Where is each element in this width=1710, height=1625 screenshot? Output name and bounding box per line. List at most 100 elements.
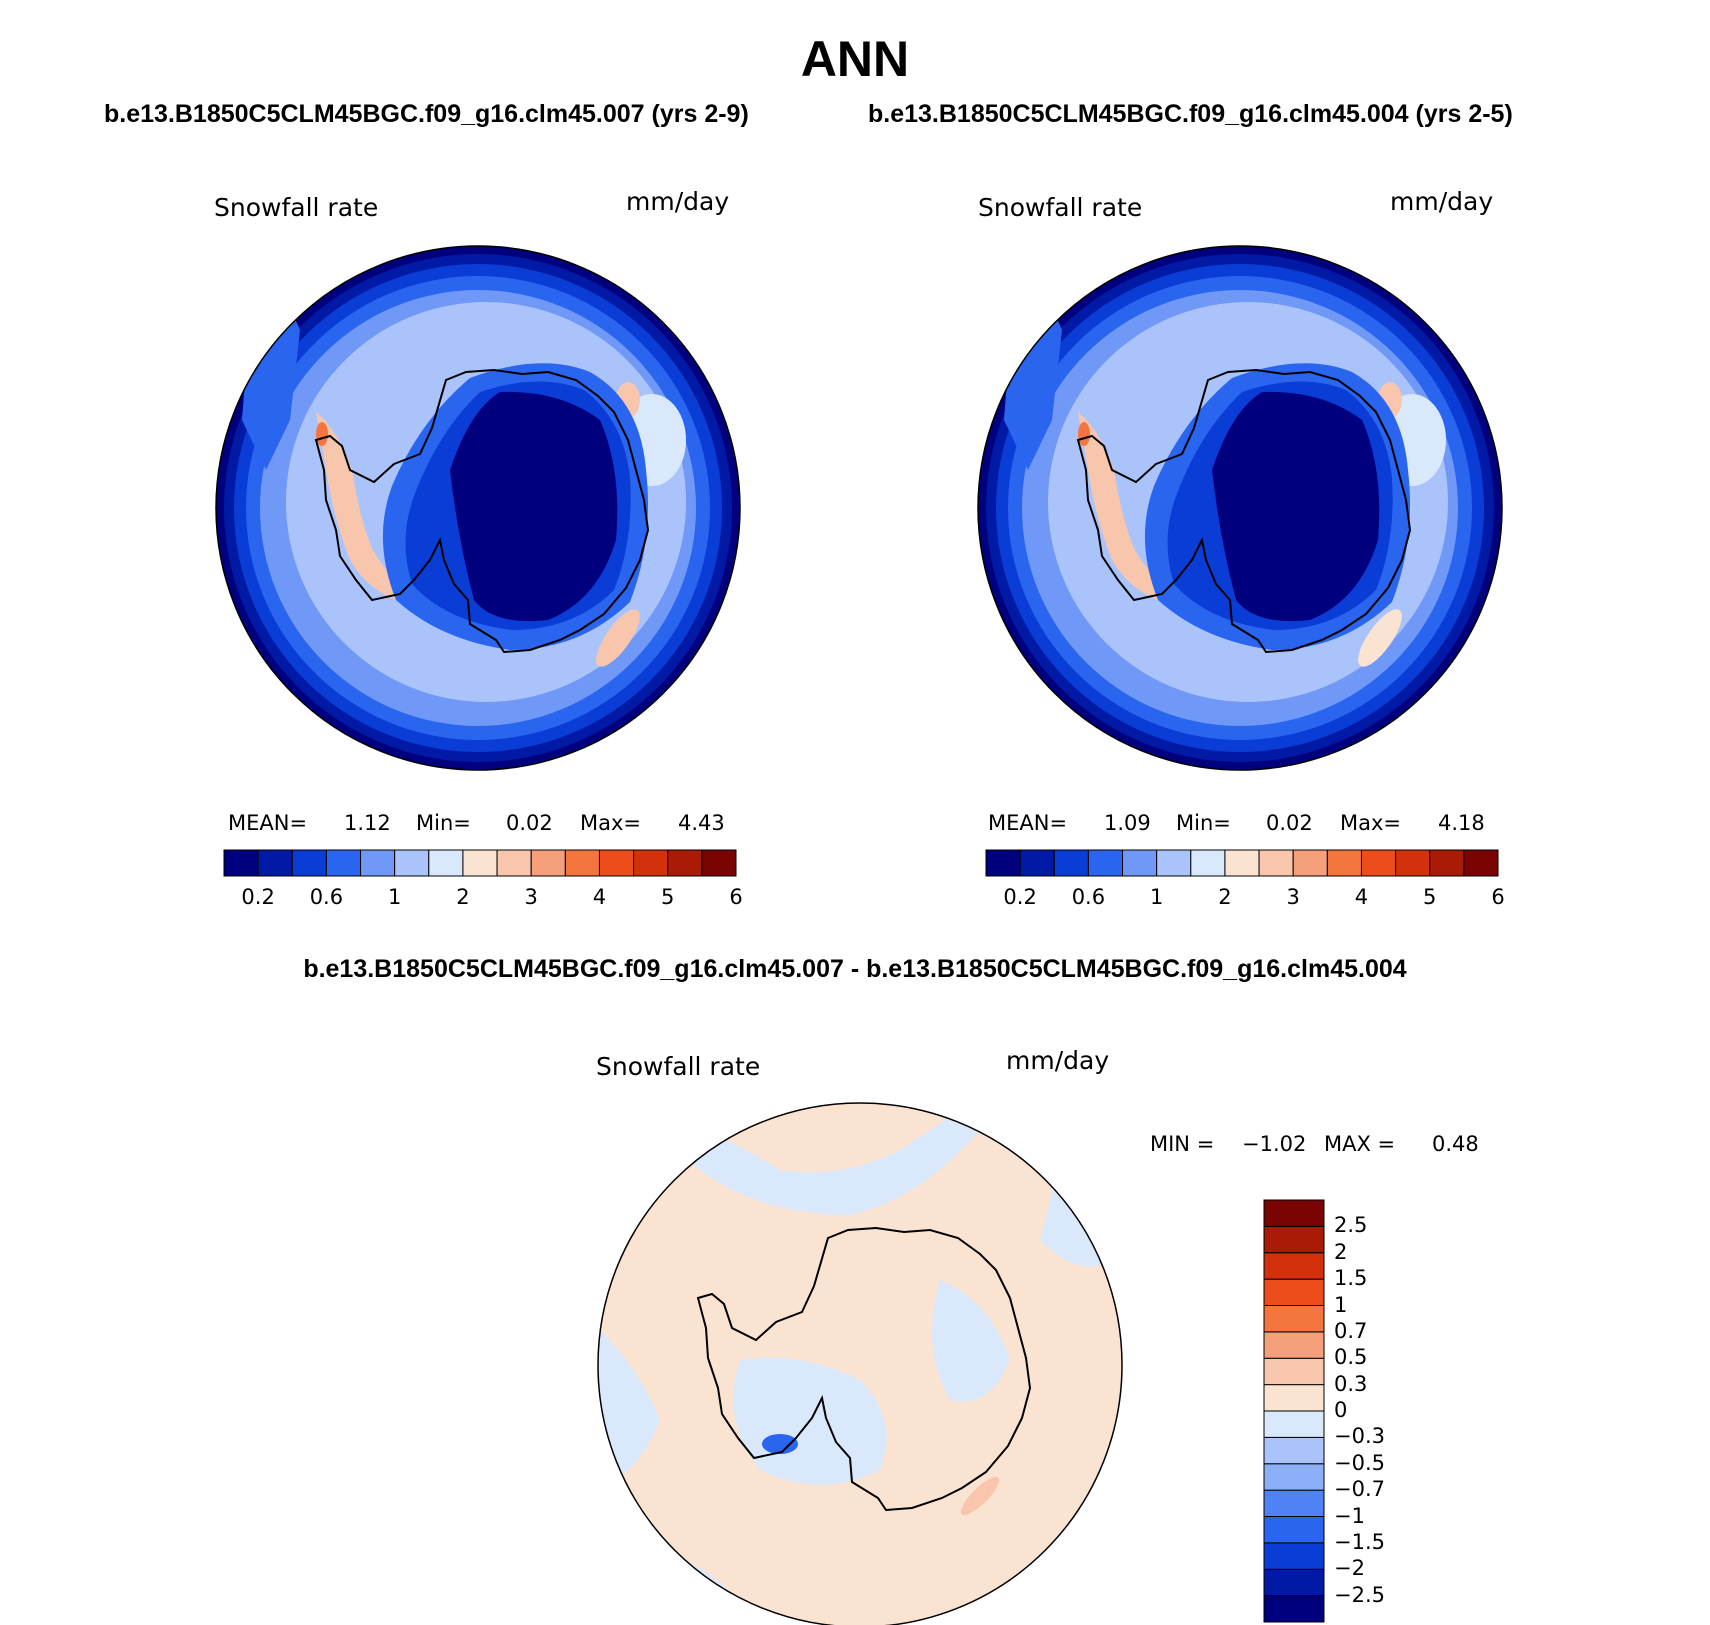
colorbar-tick-label: −0.5 [1334,1450,1385,1475]
colorbar-tick-label: 0.7 [1334,1318,1368,1343]
coastal-spot-2 [1358,609,1402,667]
case-title-left: b.e13.B1850C5CLM45BGC.f09_g16.clm45.007 … [104,100,749,128]
map-border [597,1102,1123,1625]
case-title-right: b.e13.B1850C5CLM45BGC.f09_g16.clm45.004 … [868,100,1513,128]
coastal-peak [1078,422,1090,446]
colorbar-swatch [1326,849,1362,877]
colorbar-swatch [1019,849,1055,877]
colorbar-tick-label: 0.6 [309,885,344,909]
colorbar-swatch [1263,1252,1325,1280]
colorbar-tick-label: 2 [1218,885,1232,909]
positive-spot [960,1476,1000,1516]
colorbar-tick-label: 6 [729,885,743,909]
colorbar-swatch [223,849,259,877]
colorbar-swatch [985,849,1021,877]
stats-max-label-diff: MAX = [1324,1132,1396,1156]
colorbar-tick-label: 0.2 [1003,885,1037,909]
stats-max-label-left: Max= [580,811,642,835]
coastal-band [316,412,420,606]
colorbar-swatch [1224,849,1260,877]
map-border [215,245,741,771]
colorbar-swatch [530,849,566,877]
colorbar-swatch [1263,1225,1325,1254]
colorbar-swatch [1156,849,1192,877]
colorbar-swatch [257,849,293,877]
stats-mean-label-left: MEAN= [228,811,308,835]
colorbar-swatch [1122,849,1158,877]
colorbar-swatch [598,849,635,877]
stats-max-diff: 0.48 [1432,1132,1479,1156]
figure-title: ANN [800,31,910,87]
colorbar-swatch [1395,849,1431,877]
colorbar-swatch [667,849,703,877]
colorbar-swatch [1263,1199,1325,1227]
stats-min-left: 0.02 [506,811,553,835]
colorbar-swatch [1263,1278,1325,1306]
colorbar-tick-label: 3 [1286,885,1300,909]
colorbar-swatch [360,849,396,877]
stats-mean-label-right: MEAN= [988,811,1068,835]
colorbar-swatch [1263,1305,1325,1333]
colorbar-swatch [564,849,600,877]
colorbar-left [223,849,737,877]
colorbar-swatch [1263,1331,1325,1359]
colorbar-tick-label: 0.2 [241,885,275,909]
interior-core [1212,391,1380,622]
antarctica-coastline [314,368,650,654]
colorbar-swatch [1190,849,1226,877]
colorbar-swatch [1360,849,1397,877]
colorbar-tick-label: −1.5 [1334,1529,1385,1554]
colorbar-swatch [1263,1410,1325,1438]
colorbar-swatch [633,849,669,877]
colorbar-swatch [325,849,362,877]
stats-min-label-right: Min= [1176,811,1231,835]
colorbar-swatch [462,849,498,877]
colorbar-difference [1263,1199,1325,1623]
colorbar-tick-label: −2.5 [1334,1582,1385,1607]
colorbar-tick-label: −0.3 [1334,1424,1385,1449]
colorbar-tick-label: 5 [661,885,675,909]
colorbar-tick-label: 2 [1334,1239,1348,1264]
colorbar-swatch [701,849,737,877]
negative-spot [762,1434,798,1454]
colorbar-right [985,849,1499,877]
stats-mean-right: 1.09 [1104,811,1151,835]
colorbar-swatch [1463,849,1499,877]
stats-min-label-diff: MIN = [1150,1132,1215,1156]
units-label-diff: mm/day [1006,1046,1110,1075]
colorbar-swatch [1258,849,1294,877]
map-right [977,245,1503,771]
stats-max-right: 4.18 [1438,811,1485,835]
coastal-band [1078,412,1182,606]
colorbar-tick-label: 0.5 [1334,1345,1368,1370]
colorbar-tick-label: −0.7 [1334,1477,1385,1502]
colorbar-swatch [1263,1463,1325,1491]
colorbar-swatch [496,849,532,877]
colorbar-swatch [1263,1568,1325,1597]
colorbar-tick-label: 0.3 [1334,1371,1368,1396]
colorbar-swatch [1263,1542,1325,1570]
colorbar-tick-label: 0 [1334,1398,1348,1422]
colorbar-swatch [1429,849,1465,877]
colorbar-tick-label: 0.6 [1071,885,1106,909]
units-label-left: mm/day [626,187,730,216]
antarctica-coastline [1076,368,1412,654]
colorbar-swatch [291,849,327,877]
coastal-spot-2 [596,609,640,667]
map-border [977,245,1503,771]
stats-min-right: 0.02 [1266,811,1313,835]
colorbar-tick-label: −1 [1334,1503,1365,1528]
colorbar-tick-label: −2 [1334,1556,1365,1581]
colorbar-swatch [428,849,464,877]
map-difference [597,1102,1123,1625]
colorbar-swatch [1087,849,1124,877]
colorbar-swatch [1263,1516,1325,1544]
colorbar-swatch [1263,1436,1325,1465]
colorbar-swatch [394,849,430,877]
stats-min-label-left: Min= [416,811,471,835]
map-left [215,245,741,771]
variable-label-diff: Snowfall rate [596,1052,761,1081]
colorbar-swatch [1263,1357,1325,1386]
interior-core [450,391,618,622]
